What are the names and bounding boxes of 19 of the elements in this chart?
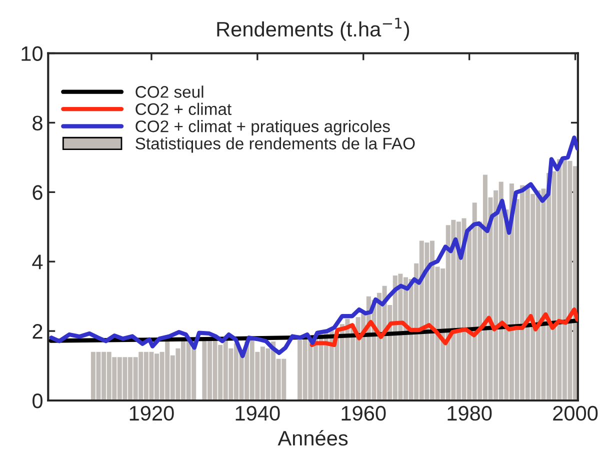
legend-label: Statistiques de rendements de la FAO [136, 137, 415, 153]
y-tick-label: 0 [32, 393, 42, 408]
x-axis-title: Années [278, 430, 348, 446]
x-tick-label: 2000 [553, 406, 598, 421]
y-tick-label: 4 [32, 254, 43, 270]
legend-label: CO2 + climat + pratiques agricoles [136, 120, 390, 136]
legend-label: CO2 + climat [136, 102, 232, 116]
x-tick-label: 1940 [236, 406, 280, 421]
legend-label: CO2 seul [136, 86, 204, 98]
y-tick-label: 10 [22, 46, 42, 61]
x-tick-label: 1960 [342, 406, 386, 421]
x-tick-label: 1920 [130, 406, 174, 421]
y-tick-label: 2 [32, 324, 42, 339]
line-series [310, 307, 578, 348]
chart-title: Rendements (t.ha$^{−1}$) [217, 18, 410, 41]
y-tick-label: 6 [32, 185, 42, 200]
line-series [49, 136, 578, 358]
y-tick-label: 8 [32, 116, 42, 130]
x-tick-label: 1980 [448, 406, 492, 421]
